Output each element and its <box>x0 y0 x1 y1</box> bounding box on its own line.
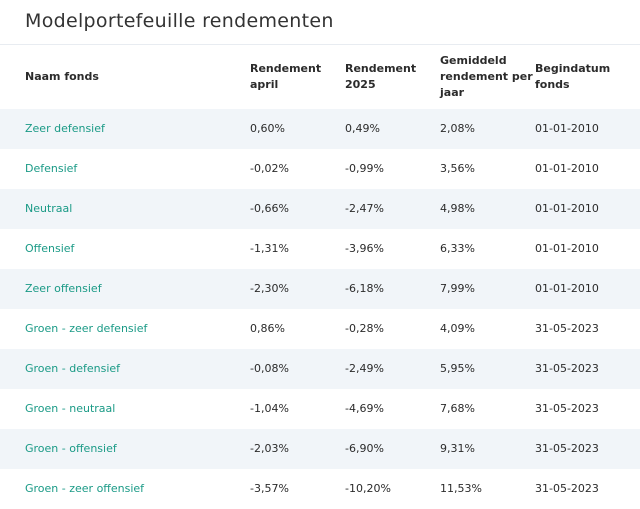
fund-link[interactable]: Groen - defensief <box>25 362 121 375</box>
fund-name-cell: Zeer offensief <box>0 269 250 309</box>
fund-link[interactable]: Zeer defensief <box>25 122 105 135</box>
returns-table-container: Naam fonds Rendement april Rendement 202… <box>0 44 640 509</box>
table-row: Neutraal -0,66% -2,47% 4,98% 01-01-2010 <box>0 188 640 229</box>
start-date-cell: 01-01-2010 <box>535 202 599 215</box>
average-return-cell: 9,31% <box>440 442 475 455</box>
average-return-cell: 4,98% <box>440 202 475 215</box>
table-row: Offensief -1,31% -3,96% 6,33% 01-01-2010 <box>0 229 640 269</box>
fund-name-cell: Zeer defensief <box>0 109 250 149</box>
table-row: Groen - defensief -0,08% -2,49% 5,95% 31… <box>0 348 640 389</box>
fund-name-cell: Defensief <box>0 149 250 189</box>
fund-name-cell: Groen - neutraal <box>0 389 250 429</box>
start-date-cell: 31-05-2023 <box>535 482 599 495</box>
fund-name-cell: Offensief <box>0 229 250 269</box>
fund-name-cell: Groen - defensief <box>0 349 250 389</box>
table-header: Naam fonds Rendement april Rendement 202… <box>0 44 640 109</box>
return-april-cell: -0,08% <box>250 362 289 375</box>
table-row: Zeer offensief -2,30% -6,18% 7,99% 01-01… <box>0 268 640 309</box>
table-row: Zeer defensief 0,60% 0,49% 2,08% 01-01-2… <box>0 108 640 149</box>
table-row: Groen - offensief -2,03% -6,90% 9,31% 31… <box>0 428 640 469</box>
average-return-cell: 6,33% <box>440 242 475 255</box>
table-row: Defensief -0,02% -0,99% 3,56% 01-01-2010 <box>0 149 640 189</box>
start-date-cell: 31-05-2023 <box>535 322 599 335</box>
average-return-cell: 2,08% <box>440 122 475 135</box>
fund-link[interactable]: Groen - offensief <box>25 442 117 455</box>
fund-link[interactable]: Groen - zeer offensief <box>25 482 145 495</box>
start-date-cell: 31-05-2023 <box>535 442 599 455</box>
return-2025-cell: -10,20% <box>345 482 391 495</box>
average-return-cell: 7,99% <box>440 282 475 295</box>
return-2025-cell: -0,28% <box>345 322 384 335</box>
return-april-cell: -3,57% <box>250 482 289 495</box>
fund-name-cell: Groen - zeer offensief <box>0 469 250 509</box>
start-date-cell: 01-01-2010 <box>535 282 599 295</box>
start-date-cell: 31-05-2023 <box>535 362 599 375</box>
return-april-cell: -2,30% <box>250 282 289 295</box>
return-april-cell: -0,02% <box>250 162 289 175</box>
return-2025-cell: -2,49% <box>345 362 384 375</box>
start-date-cell: 31-05-2023 <box>535 402 599 415</box>
fund-link[interactable]: Defensief <box>25 162 78 175</box>
average-return-cell: 7,68% <box>440 402 475 415</box>
return-april-cell: -1,04% <box>250 402 289 415</box>
return-2025-cell: -2,47% <box>345 202 384 215</box>
header-start-date: Begindatum fonds <box>535 61 611 91</box>
return-april-cell: 0,86% <box>250 322 285 335</box>
return-2025-cell: -4,69% <box>345 402 384 415</box>
return-april-cell: -0,66% <box>250 202 289 215</box>
header-average-return: Gemiddeld rendement per jaar <box>440 53 533 99</box>
start-date-cell: 01-01-2010 <box>535 242 599 255</box>
fund-name-cell: Neutraal <box>0 189 250 229</box>
return-april-cell: -2,03% <box>250 442 289 455</box>
return-2025-cell: -3,96% <box>345 242 384 255</box>
return-2025-cell: -6,90% <box>345 442 384 455</box>
table-row: Groen - zeer offensief -3,57% -10,20% 11… <box>0 469 640 509</box>
fund-link[interactable]: Zeer offensief <box>25 282 102 295</box>
header-return-april: Rendement april <box>250 61 322 91</box>
page-title: Modelportefeuille rendementen <box>25 10 334 32</box>
return-2025-cell: 0,49% <box>345 122 380 135</box>
average-return-cell: 5,95% <box>440 362 475 375</box>
fund-link[interactable]: Groen - zeer defensief <box>25 322 148 335</box>
average-return-cell: 4,09% <box>440 322 475 335</box>
start-date-cell: 01-01-2010 <box>535 122 599 135</box>
fund-link[interactable]: Groen - neutraal <box>25 402 116 415</box>
return-2025-cell: -6,18% <box>345 282 384 295</box>
start-date-cell: 01-01-2010 <box>535 162 599 175</box>
header-return-2025: Rendement 2025 <box>345 61 417 91</box>
return-april-cell: 0,60% <box>250 122 285 135</box>
average-return-cell: 3,56% <box>440 162 475 175</box>
fund-name-cell: Groen - offensief <box>0 429 250 469</box>
average-return-cell: 11,53% <box>440 482 482 495</box>
table-row: Groen - zeer defensief 0,86% -0,28% 4,09… <box>0 309 640 349</box>
fund-link[interactable]: Neutraal <box>25 202 73 215</box>
return-2025-cell: -0,99% <box>345 162 384 175</box>
fund-link[interactable]: Offensief <box>25 242 75 255</box>
header-row: Naam fonds Rendement april Rendement 202… <box>0 44 640 109</box>
return-april-cell: -1,31% <box>250 242 289 255</box>
header-fund-name: Naam fonds <box>25 69 99 83</box>
table-row: Groen - neutraal -1,04% -4,69% 7,68% 31-… <box>0 389 640 429</box>
table-body: Zeer defensief 0,60% 0,49% 2,08% 01-01-2… <box>0 108 640 509</box>
fund-name-cell: Groen - zeer defensief <box>0 309 250 349</box>
returns-table: Naam fonds Rendement april Rendement 202… <box>0 44 640 509</box>
